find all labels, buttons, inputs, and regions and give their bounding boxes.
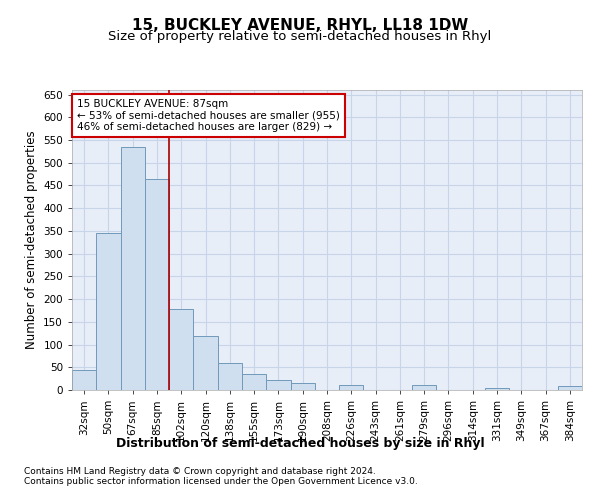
Bar <box>485 388 509 390</box>
Bar <box>169 309 193 390</box>
Bar <box>145 178 169 390</box>
Text: Size of property relative to semi-detached houses in Rhyl: Size of property relative to semi-detach… <box>109 30 491 43</box>
Text: Contains public sector information licensed under the Open Government Licence v3: Contains public sector information licen… <box>24 478 418 486</box>
Bar <box>121 147 145 390</box>
Bar <box>218 362 242 390</box>
Bar <box>266 380 290 390</box>
Bar <box>558 386 582 390</box>
Bar <box>339 384 364 390</box>
Y-axis label: Number of semi-detached properties: Number of semi-detached properties <box>25 130 38 350</box>
Text: Contains HM Land Registry data © Crown copyright and database right 2024.: Contains HM Land Registry data © Crown c… <box>24 468 376 476</box>
Bar <box>193 336 218 390</box>
Bar <box>242 374 266 390</box>
Text: 15 BUCKLEY AVENUE: 87sqm
← 53% of semi-detached houses are smaller (955)
46% of : 15 BUCKLEY AVENUE: 87sqm ← 53% of semi-d… <box>77 99 340 132</box>
Text: 15, BUCKLEY AVENUE, RHYL, LL18 1DW: 15, BUCKLEY AVENUE, RHYL, LL18 1DW <box>132 18 468 32</box>
Bar <box>290 383 315 390</box>
Text: Distribution of semi-detached houses by size in Rhyl: Distribution of semi-detached houses by … <box>116 438 484 450</box>
Bar <box>412 386 436 390</box>
Bar <box>72 370 96 390</box>
Bar <box>96 233 121 390</box>
